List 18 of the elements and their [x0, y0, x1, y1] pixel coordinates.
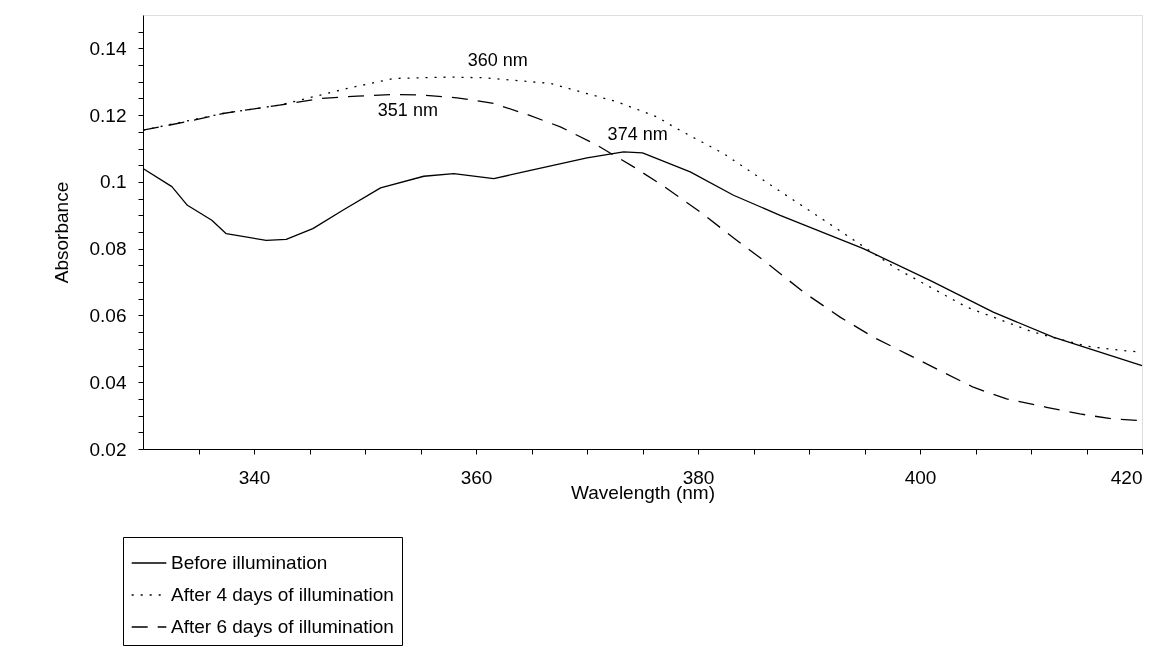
x-tick-label: 420 [1110, 466, 1143, 488]
legend-label: Before illumination [171, 552, 328, 573]
y-tick-label: 0.08 [89, 238, 127, 260]
x-tick-label: 340 [238, 466, 271, 488]
y-axis-title: Absorbance [50, 181, 72, 284]
y-tick-label: 0.04 [89, 371, 127, 393]
x-tick-label: 400 [904, 466, 937, 488]
y-tick-label: 0.12 [89, 104, 127, 126]
y-tick-label: 0.02 [89, 438, 127, 460]
y-tick-label: 0.1 [100, 171, 127, 193]
annotation: 360 nm [467, 49, 528, 70]
annotation: 374 nm [607, 123, 668, 144]
legend-label: After 4 days of illumination [171, 584, 394, 605]
y-tick-label: 0.14 [89, 37, 127, 59]
annotation: 351 nm [377, 100, 438, 121]
legend-label: After 6 days of illumination [171, 616, 394, 637]
x-tick-label: 360 [460, 466, 493, 488]
y-tick-label: 0.06 [89, 304, 127, 326]
